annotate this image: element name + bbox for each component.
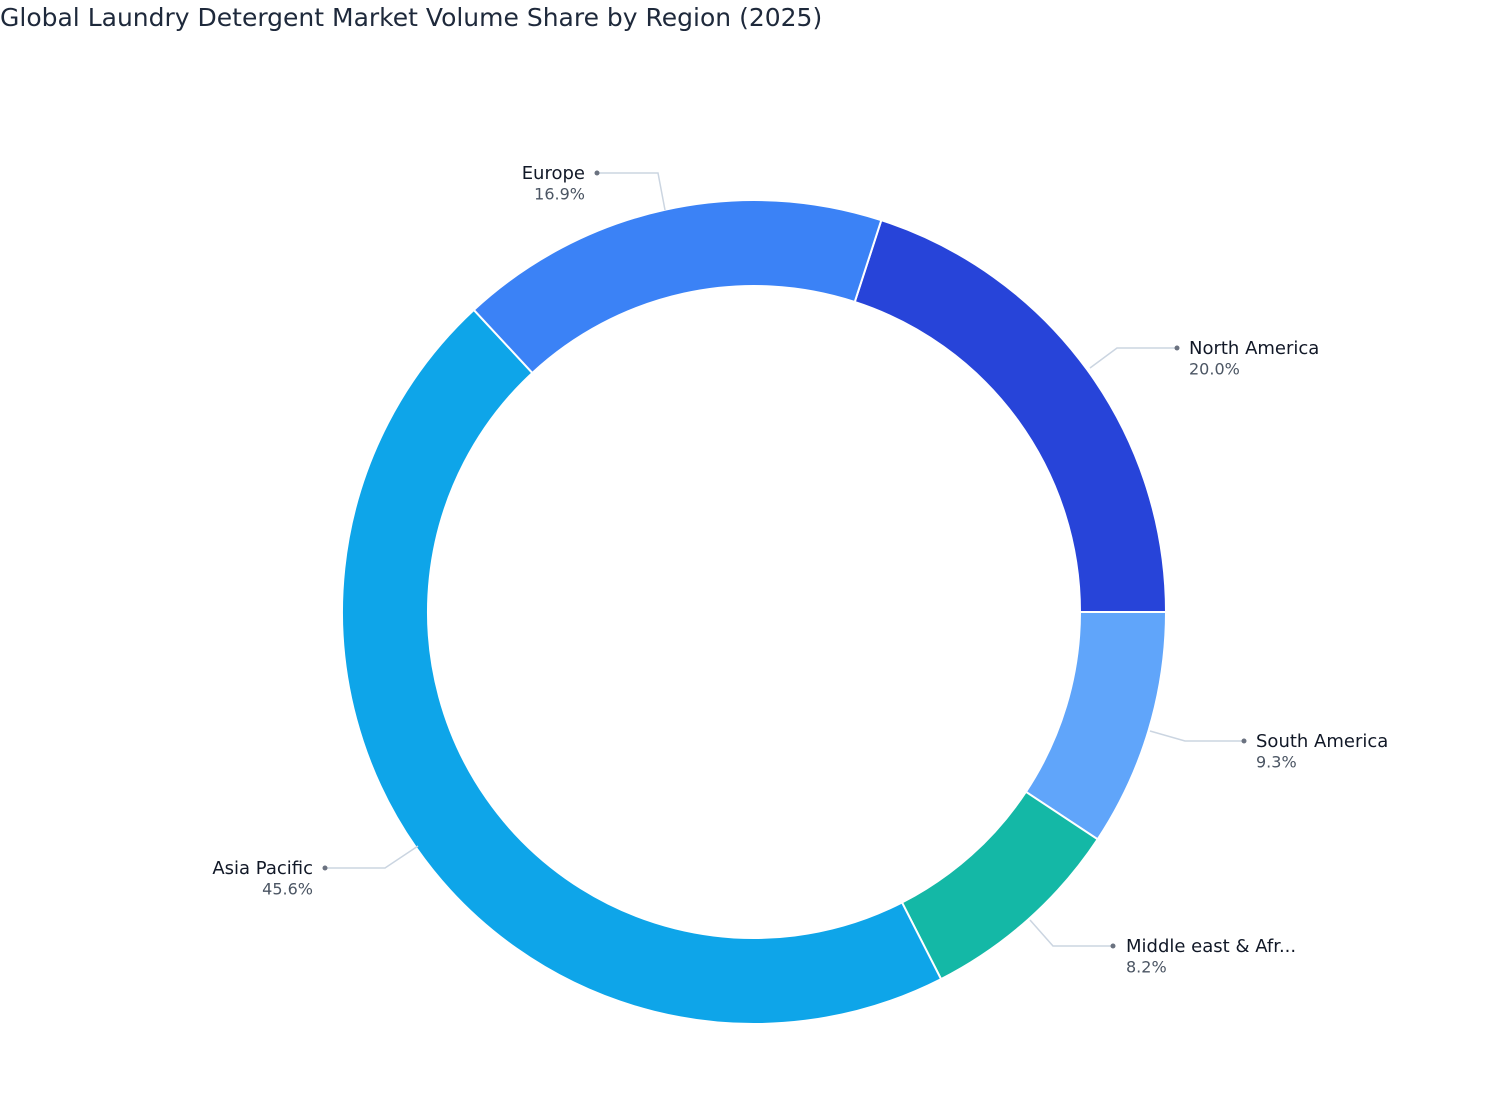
leader-dot bbox=[1241, 738, 1247, 744]
leader-line bbox=[1029, 919, 1113, 947]
slice-label: North America bbox=[1189, 338, 1319, 359]
slice-label: Europe bbox=[522, 163, 585, 184]
chart-title: Global Laundry Detergent Market Volume S… bbox=[0, 3, 822, 32]
donut-segment bbox=[472, 199, 883, 375]
slice-label: Asia Pacific bbox=[212, 858, 313, 879]
leader-dot bbox=[594, 170, 600, 176]
leader-line bbox=[597, 172, 666, 211]
slice-value-label: 45.6% bbox=[262, 880, 313, 899]
leader-dot bbox=[322, 865, 328, 871]
leader-dot bbox=[1174, 345, 1180, 351]
leader-dot bbox=[1110, 943, 1116, 949]
slice-label: South America bbox=[1256, 731, 1388, 752]
leader-line bbox=[1089, 347, 1177, 369]
slice-value-label: 9.3% bbox=[1256, 753, 1297, 772]
leader-line bbox=[1149, 730, 1244, 742]
donut-segment bbox=[900, 790, 1100, 981]
slice-value-label: 8.2% bbox=[1126, 958, 1167, 977]
slice-value-label: 16.9% bbox=[534, 185, 585, 204]
donut-segment bbox=[853, 218, 1168, 613]
slice-label: Middle east & Afr... bbox=[1126, 936, 1296, 957]
slice-value-label: 20.0% bbox=[1189, 360, 1240, 379]
leader-line bbox=[325, 845, 419, 869]
donut-segment bbox=[341, 308, 943, 1025]
